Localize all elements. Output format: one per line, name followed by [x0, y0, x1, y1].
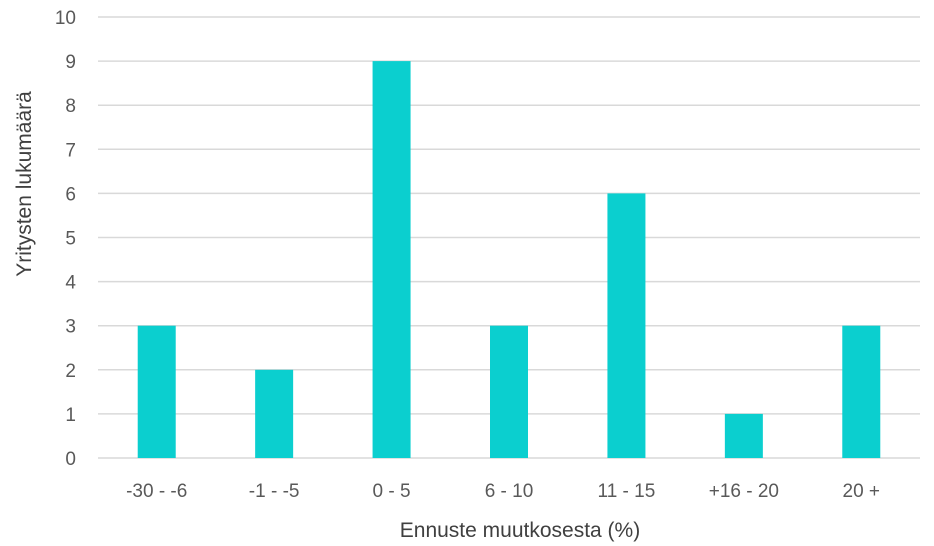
x-tick-label: 20 + — [843, 481, 881, 502]
x-tick-label: 0 - 5 — [373, 481, 411, 502]
y-tick-label: 6 — [65, 184, 76, 205]
bar — [255, 369, 294, 458]
y-axis-title: Yritysten lukumäärä — [13, 91, 36, 277]
y-tick-label: 4 — [65, 273, 76, 294]
y-tick-label: 1 — [65, 405, 76, 426]
bar — [372, 61, 411, 458]
x-tick-label: -30 - -6 — [126, 481, 187, 502]
y-tick-label: 0 — [65, 449, 76, 470]
y-tick-label: 5 — [65, 229, 76, 250]
x-axis-title: Ennuste muutkosesta (%) — [400, 519, 640, 542]
y-axis-ticks: 0 1 2 3 4 5 6 7 8 9 10 — [55, 8, 77, 470]
bar — [137, 325, 176, 458]
y-tick-label: 8 — [65, 96, 76, 117]
bars — [137, 61, 881, 458]
y-tick-label: 2 — [65, 361, 76, 382]
bar — [490, 325, 528, 458]
x-tick-label: -1 - -5 — [249, 481, 300, 502]
y-tick-label: 9 — [65, 52, 76, 73]
y-tick-label: 10 — [55, 8, 76, 29]
x-tick-label: 11 - 15 — [598, 481, 656, 502]
bar — [607, 193, 646, 458]
gridlines — [98, 16, 920, 459]
x-tick-label: +16 - 20 — [709, 481, 779, 502]
x-axis-ticks: -30 - -6 -1 - -5 0 - 5 6 - 10 11 - 15 +16 - 2… — [126, 481, 880, 502]
bar — [842, 325, 881, 458]
y-tick-label: 7 — [65, 140, 76, 161]
y-tick-label: 3 — [65, 317, 76, 338]
bar — [724, 413, 763, 458]
x-tick-label: 6 - 10 — [485, 481, 534, 502]
